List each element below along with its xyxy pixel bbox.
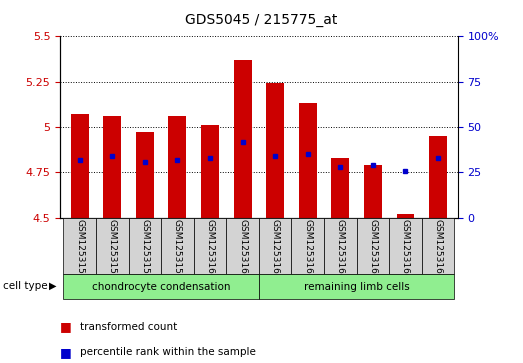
Text: GSM1253156: GSM1253156 [75, 220, 84, 280]
Bar [364, 165, 382, 218]
Text: GSM1253160: GSM1253160 [206, 220, 214, 280]
Bar [324, 218, 357, 274]
Text: GSM1253158: GSM1253158 [140, 220, 150, 280]
Text: ■: ■ [60, 346, 72, 359]
Bar [63, 218, 96, 274]
Bar [266, 83, 284, 218]
Bar [63, 274, 259, 299]
Text: GSM1253162: GSM1253162 [271, 220, 280, 280]
Bar [226, 218, 259, 274]
Bar [291, 218, 324, 274]
Text: ■: ■ [60, 320, 72, 333]
Bar [168, 116, 186, 218]
Text: GSM1253165: GSM1253165 [368, 220, 378, 280]
Text: GSM1253164: GSM1253164 [336, 220, 345, 280]
Text: GSM1253167: GSM1253167 [434, 220, 442, 280]
Bar [389, 218, 422, 274]
Bar [234, 60, 252, 218]
Bar [259, 274, 454, 299]
Bar [161, 218, 194, 274]
Text: GSM1253161: GSM1253161 [238, 220, 247, 280]
Bar [194, 218, 226, 274]
Bar [96, 218, 129, 274]
Bar [332, 158, 349, 218]
Bar [201, 125, 219, 218]
Bar [259, 218, 291, 274]
Bar [422, 218, 454, 274]
Bar [357, 218, 389, 274]
Text: GSM1253157: GSM1253157 [108, 220, 117, 280]
Bar [299, 103, 317, 218]
Text: remaining limb cells: remaining limb cells [304, 282, 410, 292]
Text: cell type: cell type [3, 281, 47, 291]
Text: percentile rank within the sample: percentile rank within the sample [80, 347, 256, 357]
Bar [429, 136, 447, 218]
Bar [129, 218, 161, 274]
Bar [71, 114, 89, 218]
Text: chondrocyte condensation: chondrocyte condensation [92, 282, 231, 292]
Bar [136, 132, 154, 218]
Text: GDS5045 / 215775_at: GDS5045 / 215775_at [185, 13, 338, 27]
Bar [396, 214, 414, 218]
Text: GSM1253166: GSM1253166 [401, 220, 410, 280]
Text: transformed count: transformed count [80, 322, 177, 332]
Text: GSM1253163: GSM1253163 [303, 220, 312, 280]
Text: GSM1253159: GSM1253159 [173, 220, 182, 280]
Text: ▶: ▶ [49, 281, 56, 291]
Bar [104, 116, 121, 218]
